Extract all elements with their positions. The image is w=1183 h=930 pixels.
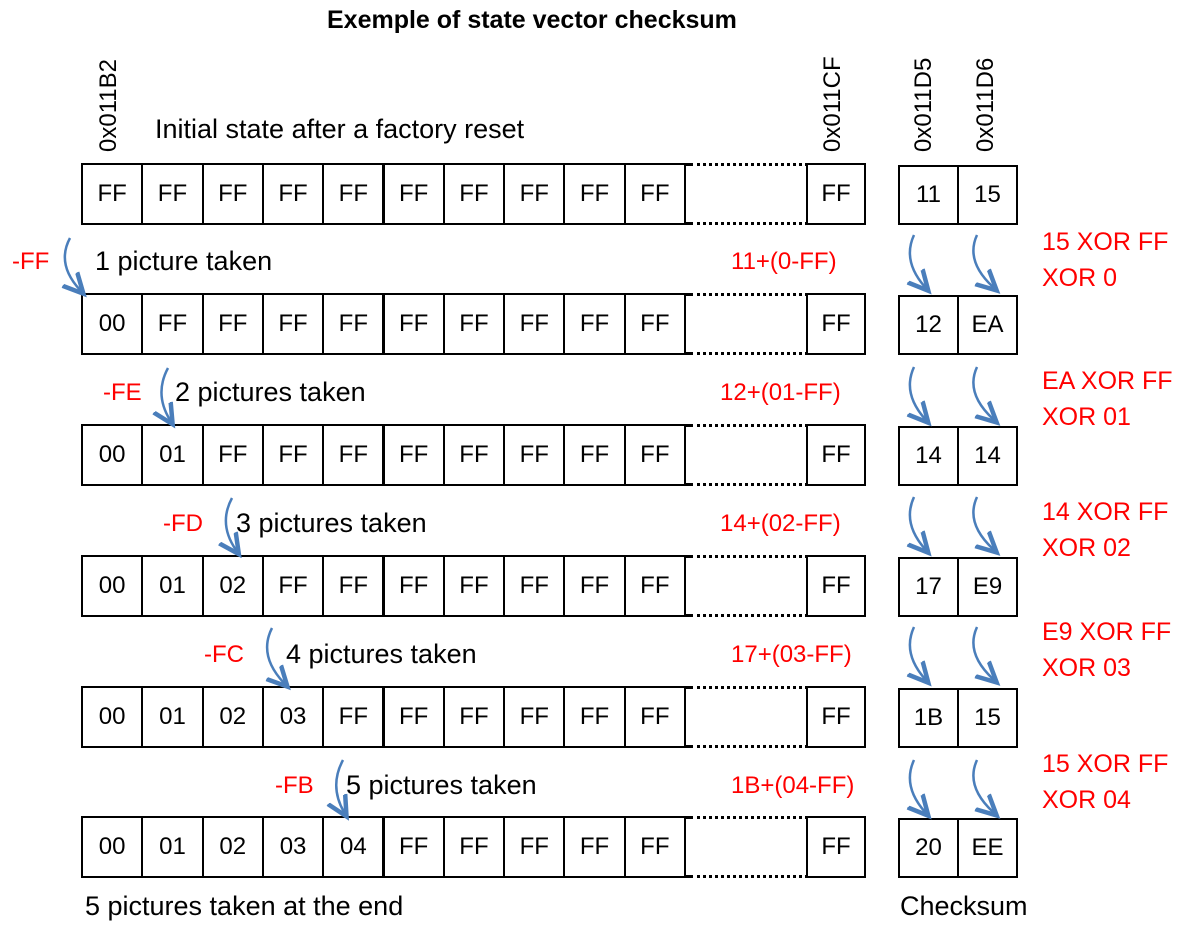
- step-xor-line1: 15 XOR FF: [1042, 228, 1169, 256]
- step-label: 3 pictures taken: [236, 508, 427, 538]
- checksum-cell-xor: 15: [957, 688, 1018, 748]
- checksum-sum-arrow: [910, 759, 925, 812]
- memory-cell-last: FF: [806, 293, 866, 355]
- memory-cell-last: FF: [806, 686, 866, 748]
- memory-cell-last: FF: [806, 555, 866, 617]
- step-sum-formula: 1B+(04-FF): [731, 772, 855, 799]
- memory-cell: FF: [322, 555, 385, 617]
- diagram-title: Exemple of state vector checksum: [327, 6, 737, 34]
- cell-change-arrow: [267, 627, 284, 683]
- step-label: 1 picture taken: [95, 246, 273, 276]
- checksum-sum-arrow: [910, 234, 925, 287]
- cell-change-arrow: [161, 367, 170, 420]
- checksum-cell-sum: 11: [898, 165, 959, 225]
- step-delta: -FF: [12, 248, 50, 275]
- row-ellipsis-bottom: [690, 222, 808, 225]
- memory-cell-last: FF: [806, 424, 866, 486]
- cell-change-arrow: [336, 759, 344, 812]
- memory-cell-last: FF: [806, 163, 866, 225]
- checksum-cell-xor: 14: [957, 426, 1018, 486]
- memory-cell: 03: [261, 816, 325, 878]
- row-gap-line: [686, 424, 690, 486]
- step-label: 5 pictures taken: [346, 770, 537, 800]
- step-delta: -FE: [103, 379, 142, 406]
- memory-cell: FF: [623, 555, 686, 617]
- memory-cell-last: FF: [806, 816, 866, 878]
- memory-cell: FF: [623, 816, 686, 878]
- initial-state-caption: Initial state after a factory reset: [155, 114, 525, 144]
- end-state-caption: 5 pictures taken at the end: [85, 891, 404, 921]
- row-ellipsis-bottom: [690, 745, 808, 748]
- memory-cell: FF: [623, 293, 686, 355]
- step-sum-formula: 17+(03-FF): [731, 641, 852, 668]
- checksum-xor-arrow: [972, 234, 993, 287]
- step-delta: -FD: [163, 510, 203, 537]
- memory-cell: FF: [623, 424, 686, 486]
- row-ellipsis-top: [690, 555, 808, 558]
- row-ellipsis-bottom: [690, 875, 808, 878]
- step-delta: -FC: [204, 641, 244, 668]
- checksum-cell-xor: 15: [957, 165, 1018, 225]
- row-ellipsis-top: [690, 686, 808, 689]
- cell-change-arrow: [226, 497, 236, 550]
- row-ellipsis-bottom: [690, 483, 808, 486]
- checksum-xor-arrow: [972, 366, 993, 419]
- row-gap-line: [686, 816, 690, 878]
- memory-cell: 01: [141, 816, 204, 878]
- row-gap-line: [686, 293, 690, 355]
- step-xor-line2: XOR 03: [1042, 654, 1131, 682]
- memory-cell: FF: [623, 163, 686, 225]
- step-delta: -FB: [275, 772, 314, 799]
- step-xor-line2: XOR 0: [1042, 264, 1118, 292]
- memory-cell: FF: [442, 555, 506, 617]
- memory-cell: FF: [201, 293, 264, 355]
- step-xor-line2: XOR 01: [1042, 403, 1131, 431]
- row-gap-line: [686, 686, 690, 748]
- checksum-xor-arrow: [972, 496, 993, 549]
- step-sum-formula: 14+(02-FF): [720, 510, 841, 537]
- memory-cell: FF: [322, 163, 385, 225]
- row-ellipsis-top: [690, 424, 808, 427]
- checksum-cell-xor: EE: [957, 818, 1018, 878]
- row-ellipsis-bottom: [690, 352, 808, 355]
- checksum-cell-xor: E9: [957, 557, 1018, 617]
- step-sum-formula: 11+(0-FF): [731, 248, 837, 275]
- step-xor-line1: E9 XOR FF: [1042, 618, 1172, 646]
- cell-change-arrow: [65, 237, 80, 290]
- memory-cell: FF: [623, 686, 686, 748]
- step-xor-line1: 14 XOR FF: [1042, 498, 1169, 526]
- step-xor-line2: XOR 04: [1042, 786, 1131, 814]
- checksum-cell-sum: 14: [898, 426, 959, 486]
- row-ellipsis-top: [690, 816, 808, 819]
- checksum-sum-arrow: [910, 496, 925, 549]
- checksum-sum-arrow: [910, 626, 925, 679]
- row-gap-line: [686, 163, 690, 225]
- row-ellipsis-top: [690, 163, 808, 166]
- step-label: 2 pictures taken: [175, 377, 366, 407]
- row-ellipsis-bottom: [690, 614, 808, 617]
- memory-cell: FF: [442, 163, 506, 225]
- row-gap-line: [686, 555, 690, 617]
- step-sum-formula: 12+(01-FF): [720, 379, 841, 406]
- checksum-xor-arrow: [972, 759, 993, 812]
- memory-cell: FF: [382, 163, 445, 225]
- checksum-cell-xor: EA: [957, 295, 1018, 355]
- row-ellipsis-top: [690, 293, 808, 296]
- step-xor-line1: 15 XOR FF: [1042, 750, 1169, 778]
- checksum-label: Checksum: [900, 891, 1028, 921]
- checksum-sum-arrow: [910, 366, 925, 419]
- step-xor-line2: XOR 02: [1042, 534, 1131, 562]
- step-xor-line1: EA XOR FF: [1042, 367, 1173, 395]
- step-label: 4 pictures taken: [286, 639, 477, 669]
- checksum-xor-arrow: [972, 626, 993, 679]
- memory-cell: 00: [81, 424, 144, 486]
